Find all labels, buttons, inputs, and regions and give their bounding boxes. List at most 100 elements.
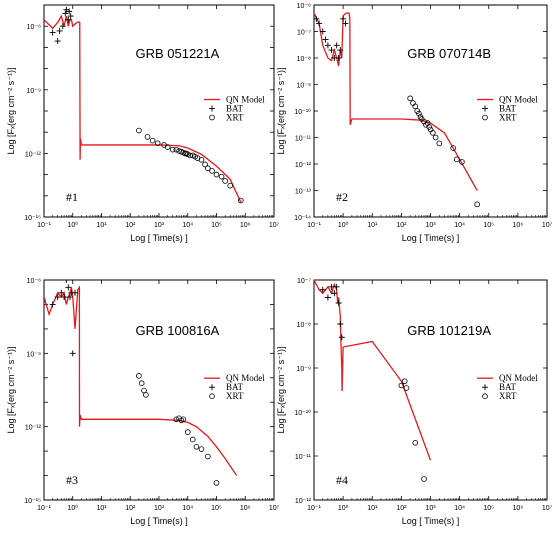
x-tick-label: 10⁵ (483, 222, 494, 229)
x-tick-label: 10⁷ (269, 505, 280, 512)
xrt-point (432, 134, 439, 141)
bat-point (337, 321, 344, 327)
x-tick-label: 10⁶ (513, 505, 524, 512)
x-tick-label: 10³ (154, 222, 165, 229)
x-tick-label: 10⁻¹ (307, 505, 321, 512)
x-tick-label: 10⁰ (67, 504, 78, 512)
y-tick-label: 10⁻¹¹ (295, 454, 312, 461)
xrt-point (173, 146, 180, 153)
y-tick-label: 10⁻¹³ (295, 189, 312, 196)
xrt-point (222, 178, 228, 184)
x-tick-label: 10⁴ (182, 505, 193, 512)
y-tick-label: 10⁻¹⁰ (294, 108, 311, 116)
series-layer (44, 6, 244, 204)
xrt-point (184, 429, 191, 435)
panel-1: 10⁻¹ 10⁰ 10¹ 10² 10³ 10⁴ 10⁵ 10⁶ 10⁷ 10⁻¹⁵ 10⁻¹² 10… (6, 4, 280, 243)
bat-point (65, 284, 72, 291)
xrt-point (407, 95, 413, 102)
bat-point (333, 42, 340, 49)
xrt-point (430, 130, 436, 136)
xrt-point (474, 201, 480, 208)
legend-swatch-bat (482, 105, 488, 112)
x-tick-label: 10² (396, 505, 407, 512)
bat-point (338, 334, 345, 341)
xrt-point (138, 380, 145, 387)
xrt-point (412, 103, 419, 110)
chart-title: GRB 070714B (407, 46, 491, 61)
x-axis-title: Log [ Time(s) ] (130, 233, 188, 243)
legend-label: XRT (499, 113, 517, 123)
legend-swatch-bat (209, 384, 215, 391)
xrt-point (187, 152, 193, 159)
legend-swatch-xrt (482, 393, 488, 400)
chart-title: GRB 101219A (407, 323, 491, 338)
panel-number-label: #4 (336, 473, 348, 487)
bat-point (49, 301, 56, 308)
x-tick-label: 10⁻¹ (307, 222, 321, 229)
legend-label: XRT (226, 391, 244, 401)
panel-number-label: #3 (66, 473, 78, 487)
x-tick-label: 10¹ (96, 222, 107, 229)
xrt-point (209, 168, 215, 174)
x-tick-label: 10⁻¹ (37, 505, 51, 512)
xrt-point (169, 146, 176, 153)
xrt-point (182, 150, 188, 157)
y-tick-label: 10⁻⁷ (297, 278, 311, 285)
x-tick-label: 10⁰ (338, 221, 349, 229)
x-tick-label: 10⁻¹ (37, 222, 51, 229)
x-tick-label: 10¹ (367, 222, 378, 229)
y-tick-label: 10⁻¹⁵ (24, 498, 41, 505)
legend-label: QN Model (226, 95, 265, 105)
x-tick-label: 10³ (425, 222, 436, 229)
bat-point (316, 20, 323, 27)
y-axis-title: Log [Fₓ(erg cm⁻² s⁻¹)] (6, 347, 16, 434)
legend-swatch-bat (209, 105, 215, 112)
xrt-point (421, 476, 427, 482)
xrt-point (164, 144, 171, 150)
y-axis-title: Log [Fₓ(erg cm⁻² s⁻¹)] (6, 68, 16, 155)
x-tick-label: 10⁶ (513, 222, 524, 229)
y-tick-label: 10⁻¹¹ (295, 136, 312, 143)
y-tick-label: 10⁻⁶ (297, 3, 311, 10)
bat-point (58, 289, 65, 296)
legend-label: QN Model (226, 373, 265, 383)
bat-point (72, 289, 79, 296)
bat-point (342, 20, 349, 27)
legend-swatch-bat (482, 384, 488, 391)
x-tick-label: 10⁵ (211, 505, 222, 512)
xrt-point (401, 378, 408, 385)
panel-3: 10⁻¹ 10⁰ 10¹ 10² 10³ 10⁴ 10⁵ 10⁶ 10⁷ 10⁻¹⁵ 10⁻¹² 10… (6, 278, 280, 526)
bat-point (337, 47, 344, 54)
y-tick-label: 10⁻⁹ (27, 351, 41, 358)
xrt-point (416, 110, 422, 117)
xrt-point (436, 140, 443, 147)
bat-point (66, 294, 73, 301)
y-tick-label: 10⁻⁷ (297, 30, 311, 37)
xrt-point (237, 197, 244, 204)
bat-point (69, 350, 76, 357)
legend-swatch-xrt (209, 114, 215, 121)
xrt-point (459, 159, 465, 165)
xrt-point (410, 100, 416, 106)
x-axis-title: Log [ Time(s) ] (130, 516, 188, 526)
x-tick-label: 10³ (425, 505, 436, 512)
xrt-point (398, 382, 405, 389)
legend-label: XRT (226, 113, 244, 123)
y-tick-label: 10⁻¹² (25, 425, 42, 432)
y-tick-label: 10⁻⁸ (297, 56, 311, 63)
x-tick-label: 10¹ (96, 505, 107, 512)
chart-title: GRB 100816A (135, 323, 219, 338)
series-layer (314, 12, 480, 208)
x-tick-label: 10⁰ (67, 221, 78, 229)
y-axis-title: Log [Fₓ(erg cm⁻² s⁻¹)] (276, 68, 286, 155)
bat-point (66, 8, 73, 15)
y-tick-label: 10⁻¹² (295, 162, 312, 169)
x-tick-label: 10¹ (367, 505, 378, 512)
bat-point (67, 13, 74, 20)
xrt-point (227, 182, 234, 189)
xrt-point (205, 165, 211, 172)
legend-label: BAT (499, 104, 517, 114)
